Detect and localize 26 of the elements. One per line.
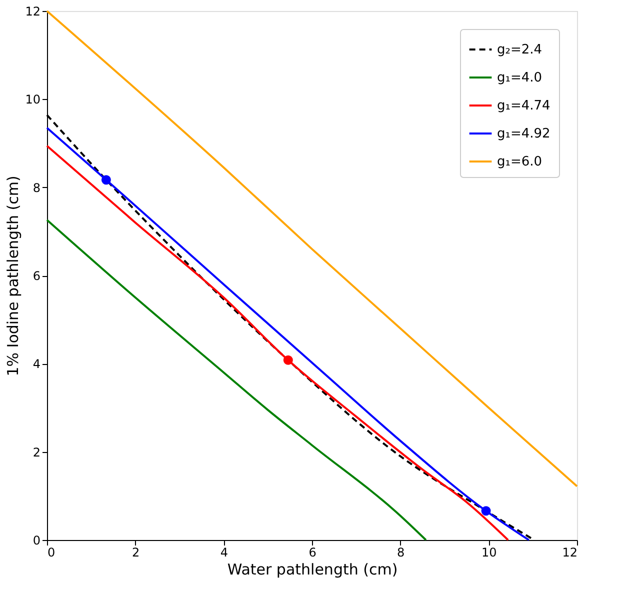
y-tick-label: 2 <box>32 445 40 460</box>
y-tick-label: 10 <box>25 92 40 107</box>
legend-label: g₁=4.74 <box>497 98 550 114</box>
x-axis-title: Water pathlength (cm) <box>227 560 398 578</box>
line-series <box>46 10 578 488</box>
line-series <box>46 218 427 541</box>
y-tick-label: 6 <box>32 269 40 283</box>
y-tick-label: 0 <box>32 534 40 548</box>
legend-label: g₁=4.92 <box>497 126 550 142</box>
x-tick-label: 12 <box>562 546 578 560</box>
point <box>481 506 491 516</box>
legend-label: g₁=4.0 <box>497 70 542 86</box>
x-tick-label: 8 <box>397 546 405 560</box>
x-tick-label: 4 <box>220 546 228 560</box>
x-tick-label: 0 <box>48 546 56 560</box>
x-tick-label: 10 <box>482 546 497 560</box>
point <box>101 175 111 185</box>
legend-label: g₁=6.0 <box>497 154 542 170</box>
y-tick-label: 4 <box>32 357 40 372</box>
y-tick-label: 12 <box>25 4 40 18</box>
x-tick-label: 2 <box>132 546 140 560</box>
y-axis-title: 1% Iodine pathlength (cm) <box>4 176 22 376</box>
y-tick-label: 8 <box>32 180 40 195</box>
x-tick-label: 6 <box>308 546 316 560</box>
legend-label: g₂=2.4 <box>497 42 542 58</box>
point <box>283 355 293 365</box>
